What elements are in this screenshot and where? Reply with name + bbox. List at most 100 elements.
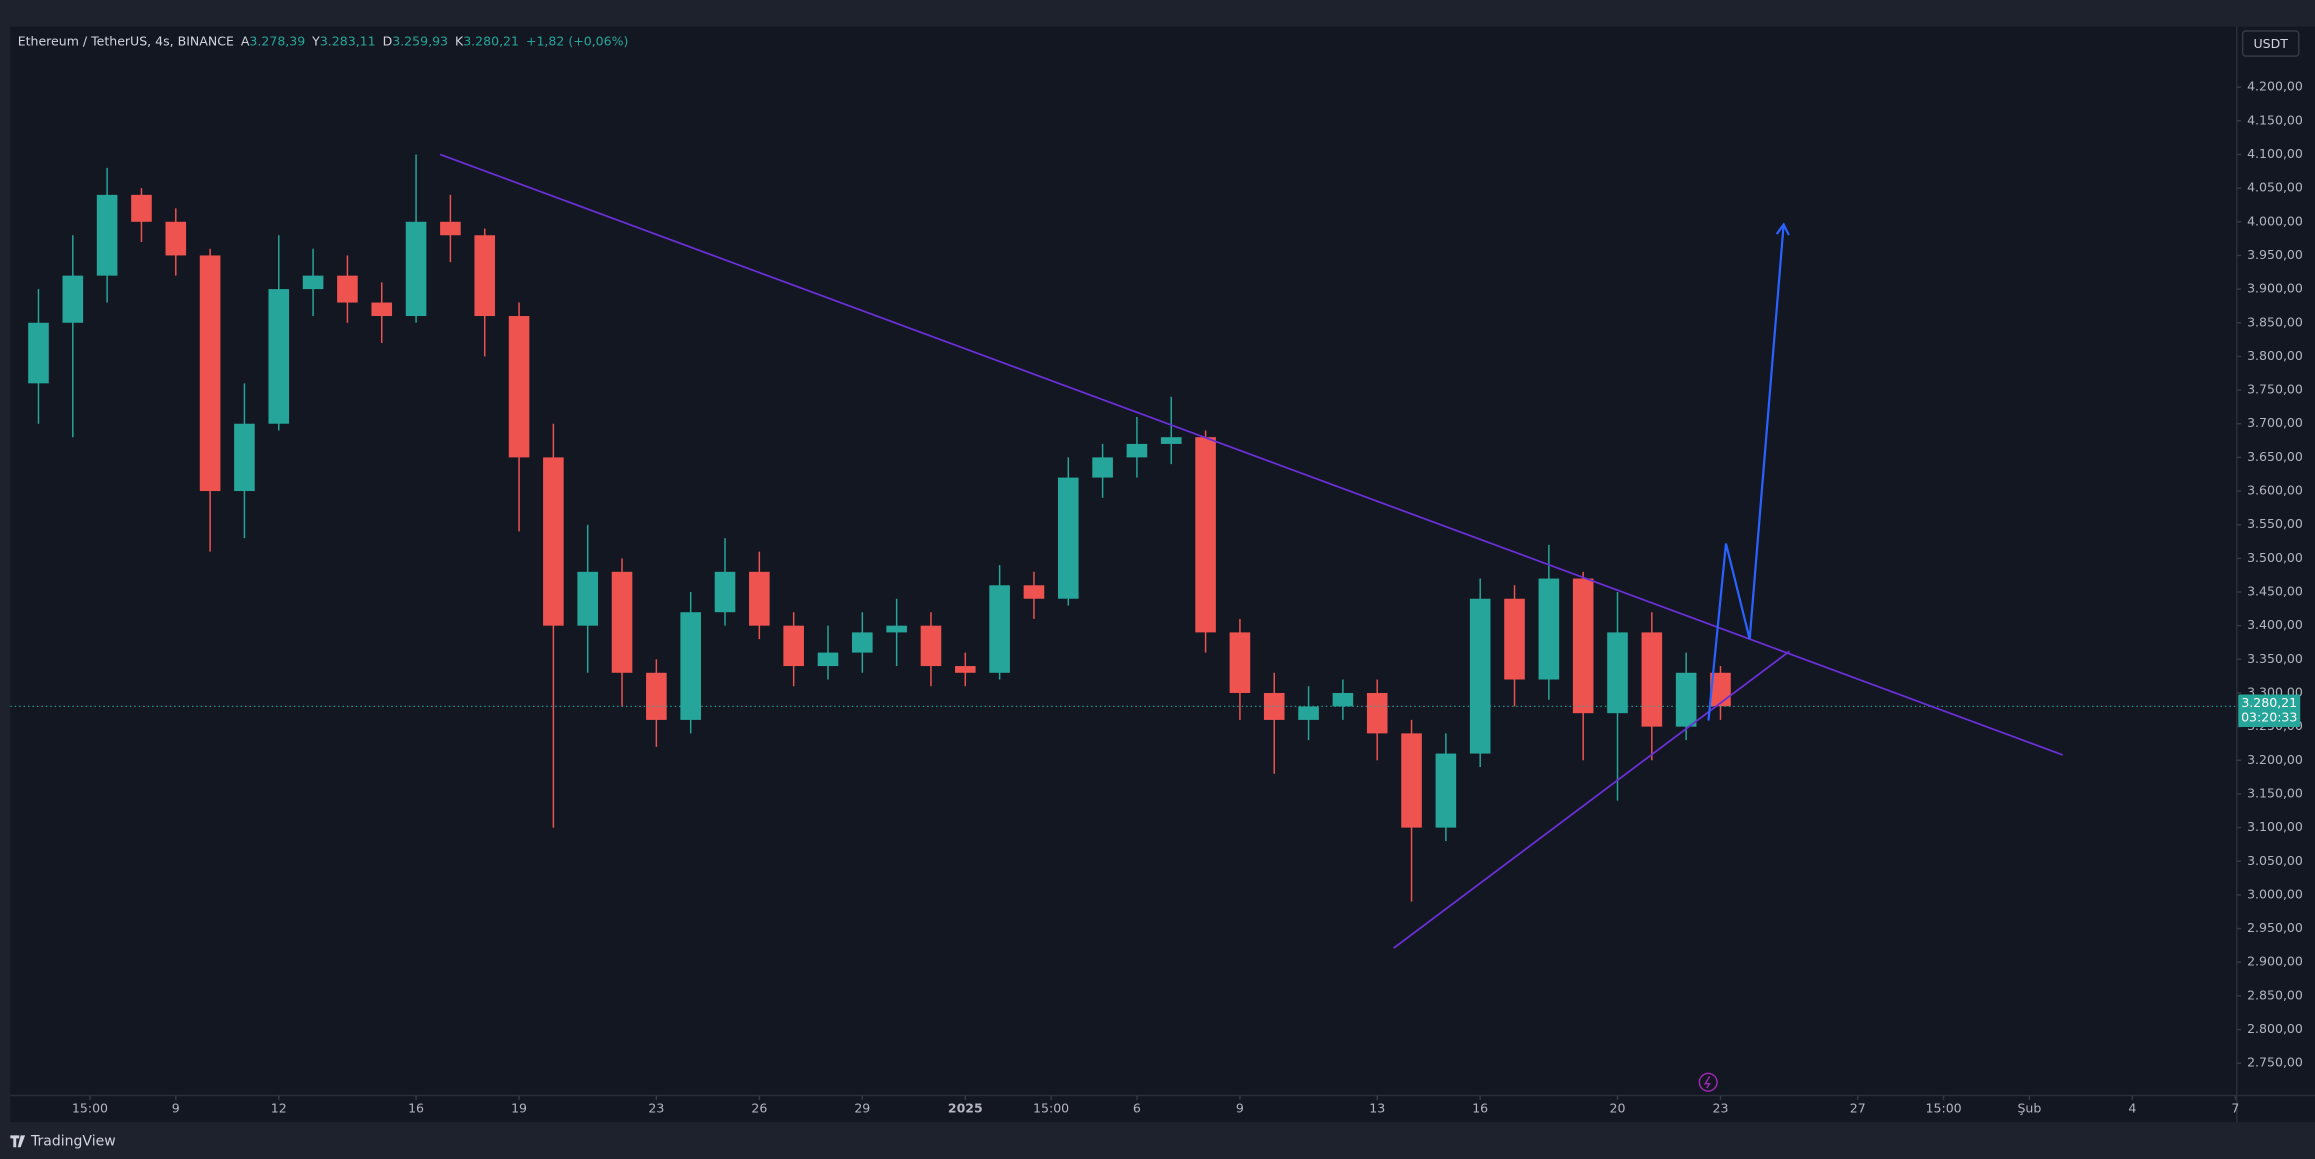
x-tick-label: 7 <box>2231 1100 2239 1115</box>
candle-body <box>1435 753 1457 828</box>
candle-body <box>440 221 461 236</box>
candle-body <box>1366 692 1388 734</box>
trendline <box>439 153 2064 756</box>
y-tick-label: 4.100,00 <box>2247 146 2303 161</box>
x-tick-label: 6 <box>1133 1100 1141 1115</box>
candle-body <box>680 612 701 720</box>
ohlc-label: D <box>383 33 393 48</box>
y-tick-label: 3.350,00 <box>2247 651 2303 666</box>
ohlc-label: K <box>455 33 464 48</box>
candle-body <box>131 194 152 222</box>
time-scale <box>10 1095 2237 1123</box>
x-tick-label: 16 <box>408 1100 424 1115</box>
candle-body <box>989 585 1010 673</box>
candle-body <box>1229 632 1251 693</box>
y-tick-label: 3.800,00 <box>2247 348 2303 363</box>
x-tick-label: 20 <box>1610 1100 1626 1115</box>
candle-body <box>1675 672 1697 727</box>
y-tick-label: 3.550,00 <box>2247 516 2303 531</box>
x-tick-label: 15:00 <box>1033 1100 1069 1115</box>
event-icon-bolt <box>1703 1075 1712 1089</box>
price-scale <box>2236 26 2315 1123</box>
y-tick-label: 2.950,00 <box>2247 920 2303 935</box>
legend-header: Ethereum / TetherUS, 4s, BINANCE A3.278,… <box>18 33 629 48</box>
candle-body <box>337 275 358 303</box>
x-tick-label: 9 <box>1236 1100 1244 1115</box>
x-tick-label: Şub <box>2017 1100 2041 1115</box>
candle-body <box>165 221 187 256</box>
symbol: Ethereum / TetherUS, 4s, BINANCE <box>18 33 234 48</box>
candle-body <box>1195 437 1216 633</box>
candle-body <box>234 423 255 492</box>
y-tick-label: 2.750,00 <box>2247 1055 2303 1070</box>
y-tick-label: 4.050,00 <box>2247 180 2303 195</box>
trendline <box>1393 650 1791 949</box>
candle-body <box>371 302 393 317</box>
arrow-head <box>1775 222 1790 236</box>
x-tick-label: 12 <box>271 1100 287 1115</box>
y-tick-label: 4.200,00 <box>2247 79 2303 94</box>
candle-body <box>1538 578 1560 680</box>
candle-body <box>1023 585 1045 599</box>
y-tick-label: 4.150,00 <box>2247 112 2303 127</box>
candle-body <box>1504 598 1525 680</box>
y-tick-label: 2.800,00 <box>2247 1021 2303 1036</box>
candle-body <box>920 625 942 667</box>
candle-body <box>268 289 290 424</box>
x-tick-label: 4 <box>2128 1100 2136 1115</box>
y-tick-label: 3.200,00 <box>2247 752 2303 767</box>
plot-pane <box>10 26 2237 1096</box>
ohlc-label: A <box>241 33 250 48</box>
candle-body <box>714 571 736 613</box>
candle-body <box>1332 692 1354 707</box>
x-tick-label: 16 <box>1472 1100 1488 1115</box>
y-tick-label: 3.950,00 <box>2247 247 2303 262</box>
y-tick-label: 3.450,00 <box>2247 584 2303 599</box>
last-price-box <box>2238 694 2301 727</box>
y-tick-label: 3.400,00 <box>2247 617 2303 632</box>
candle-body <box>96 194 118 276</box>
candle-body <box>1607 632 1628 714</box>
currency[interactable]: USDT <box>2253 36 2288 51</box>
y-tick-label: 3.750,00 <box>2247 382 2303 397</box>
y-tick-label: 3.000,00 <box>2247 886 2303 901</box>
x-tick-label: 26 <box>751 1100 767 1115</box>
x-tick-label: 15:00 <box>1926 1100 1962 1115</box>
candle-body <box>852 632 873 653</box>
candle-body <box>1263 692 1285 720</box>
x-tick-label: 13 <box>1369 1100 1385 1115</box>
currency-button[interactable] <box>2241 30 2300 57</box>
x-tick-label: 23 <box>1713 1100 1729 1115</box>
axes-layer: 2.750,00 2.800,00 2.850,00 2.900,00 2.950,00… <box>72 79 2303 1116</box>
change: +1,82 (+0,06%) <box>526 33 628 48</box>
candle-body <box>508 316 530 458</box>
candle-body <box>1298 706 1319 720</box>
candle-body <box>543 457 564 626</box>
x-tick-label: 15:00 <box>72 1100 108 1115</box>
brand: TradingView <box>30 1133 116 1149</box>
candle-body <box>954 666 976 673</box>
candle-body <box>1401 733 1422 828</box>
y-tick-label: 2.850,00 <box>2247 987 2303 1002</box>
candle-body <box>817 652 839 667</box>
candle-body <box>62 275 84 323</box>
y-tick-label: 3.900,00 <box>2247 281 2303 296</box>
candle-body <box>749 571 770 626</box>
candle-body <box>646 672 667 720</box>
y-tick-label: 3.150,00 <box>2247 785 2303 800</box>
candle-body <box>1092 457 1113 478</box>
plot-layer <box>10 153 2237 949</box>
candle-body <box>783 625 804 667</box>
y-tick-label: 3.600,00 <box>2247 483 2303 498</box>
candle-body <box>28 322 49 384</box>
brand-logo <box>10 1135 26 1148</box>
event-icon[interactable] <box>1698 1072 1718 1092</box>
y-tick-label: 3.050,00 <box>2247 853 2303 868</box>
candle-body <box>1572 578 1594 714</box>
candle-body <box>577 571 599 626</box>
candle-body <box>886 625 907 633</box>
projection-arrow <box>1707 224 1785 721</box>
candle-body <box>1710 672 1731 707</box>
